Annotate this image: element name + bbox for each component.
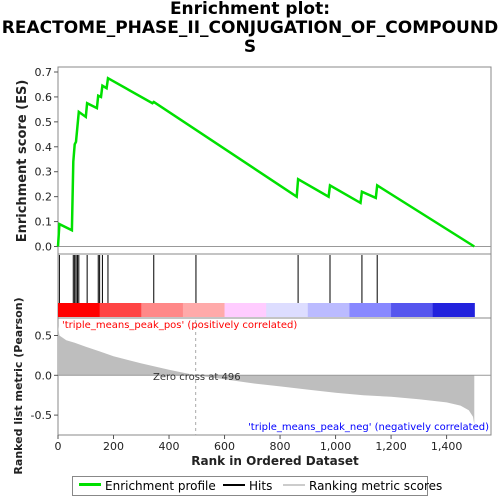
es-ytick-label: 0.0	[35, 241, 53, 254]
rank-gradient-segment	[224, 303, 267, 317]
metric-axis-label: Ranked list metric (Pearson)	[12, 297, 25, 474]
es-panel	[57, 66, 492, 255]
rank-gradient-segment	[266, 303, 309, 317]
rank-gradient-segment	[307, 303, 350, 317]
es-ytick-label: 0.4	[35, 141, 53, 154]
x-axis-label: Rank in Ordered Dataset	[191, 454, 359, 468]
es-ytick-label: 0.3	[35, 166, 53, 179]
x-tick-label: 1,400	[431, 440, 463, 453]
legend-metric-label: Ranking metric scores	[309, 479, 443, 493]
x-tick-label: 0	[55, 440, 62, 453]
x-tick-label: 1,000	[320, 440, 352, 453]
x-tick-label: 600	[214, 440, 235, 453]
legend-hits-swatch	[223, 484, 245, 486]
es-ytick-label: 0.7	[35, 66, 53, 79]
rank-gradient-segment	[141, 303, 184, 317]
neg-correlated-label: 'triple_means_peak_neg' (negatively corr…	[248, 422, 489, 433]
legend: Enrichment profile Hits Ranking metric s…	[72, 476, 442, 496]
rank-gradient-segment	[349, 303, 392, 317]
es-axis-label: Enrichment score (ES)	[15, 80, 30, 243]
metric-panel	[57, 317, 492, 436]
chart-title: Enrichment plot: REACTOME_PHASE_II_CONJU…	[0, 0, 500, 57]
legend-es-label: Enrichment profile	[105, 479, 216, 493]
title-line-3: S	[243, 37, 257, 57]
es-ytick-label: 0.2	[35, 191, 53, 204]
enrichment-chart: 0.0 0.1 0.2 0.3 0.4 0.5 0.6 0.7 -0.5 0.0 0.5 0 200…	[12, 66, 492, 475]
rank-gradient-segment	[99, 303, 142, 317]
metric-ytick-label: 0.5	[35, 330, 53, 343]
legend-hits-label: Hits	[249, 479, 273, 493]
x-tick-label: 400	[159, 440, 180, 453]
metric-ytick-label: 0.0	[35, 369, 53, 382]
title-line-1: Enrichment plot:	[169, 0, 331, 19]
x-tick-label: 1,200	[375, 440, 407, 453]
rank-gradient-segment	[391, 303, 434, 317]
title-line-2: REACTOME_PHASE_II_CONJUGATION_OF_COMPOUN…	[1, 18, 499, 38]
metric-ytick-label: -0.5	[31, 409, 52, 422]
es-ytick-label: 0.6	[35, 91, 53, 104]
es-series-line	[56, 76, 475, 248]
es-ytick-label: 0.5	[35, 116, 53, 129]
rank-gradient-segment	[58, 303, 101, 317]
es-ytick-label: 0.1	[35, 216, 53, 229]
legend-es-swatch	[79, 483, 101, 486]
x-tick-label: 800	[270, 440, 291, 453]
rank-gradient-segment	[182, 303, 226, 317]
legend-metric-swatch	[283, 484, 305, 486]
rank-gradient-segment	[432, 303, 475, 317]
pos-correlated-label: 'triple_means_peak_pos' (positively corr…	[62, 320, 297, 331]
x-tick-label: 200	[103, 440, 124, 453]
zero-cross-label: Zero cross at 496	[153, 372, 241, 383]
